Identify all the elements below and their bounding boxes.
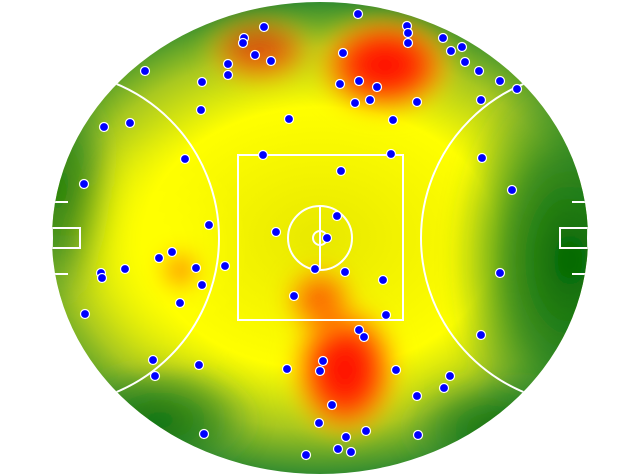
point bbox=[124, 117, 136, 129]
point bbox=[511, 83, 523, 95]
point bbox=[411, 96, 423, 108]
point bbox=[456, 41, 468, 53]
point bbox=[309, 263, 321, 275]
point bbox=[98, 121, 110, 133]
point bbox=[317, 355, 329, 367]
point bbox=[222, 58, 234, 70]
point bbox=[314, 365, 326, 377]
point bbox=[402, 27, 414, 39]
point bbox=[153, 252, 165, 264]
point bbox=[321, 232, 333, 244]
point bbox=[402, 37, 414, 49]
point bbox=[475, 329, 487, 341]
point bbox=[340, 431, 352, 443]
point bbox=[349, 97, 361, 109]
point bbox=[313, 417, 325, 429]
point bbox=[444, 370, 456, 382]
point bbox=[79, 308, 91, 320]
point bbox=[179, 153, 191, 165]
point bbox=[494, 75, 506, 87]
point bbox=[195, 104, 207, 116]
point bbox=[476, 152, 488, 164]
point bbox=[190, 262, 202, 274]
point bbox=[345, 446, 357, 458]
point bbox=[96, 272, 108, 284]
point bbox=[437, 32, 449, 44]
point bbox=[387, 114, 399, 126]
point bbox=[339, 266, 351, 278]
point bbox=[193, 359, 205, 371]
point bbox=[219, 260, 231, 272]
point bbox=[196, 76, 208, 88]
point bbox=[494, 267, 506, 279]
point bbox=[506, 184, 518, 196]
point bbox=[258, 21, 270, 33]
point bbox=[237, 37, 249, 49]
point bbox=[380, 309, 392, 321]
point bbox=[475, 94, 487, 106]
point bbox=[265, 55, 277, 67]
point bbox=[174, 297, 186, 309]
point bbox=[139, 65, 151, 77]
point bbox=[119, 263, 131, 275]
point bbox=[198, 428, 210, 440]
point bbox=[196, 279, 208, 291]
points bbox=[78, 8, 523, 461]
point bbox=[270, 226, 282, 238]
point bbox=[412, 429, 424, 441]
point bbox=[371, 81, 383, 93]
point bbox=[364, 94, 376, 106]
point bbox=[147, 354, 159, 366]
point bbox=[78, 178, 90, 190]
point bbox=[166, 246, 178, 258]
point bbox=[390, 364, 402, 376]
point bbox=[149, 370, 161, 382]
point bbox=[445, 45, 457, 57]
point bbox=[203, 219, 215, 231]
point bbox=[249, 49, 261, 61]
point bbox=[288, 290, 300, 302]
point bbox=[281, 363, 293, 375]
point bbox=[222, 69, 234, 81]
point bbox=[352, 8, 364, 20]
point bbox=[335, 165, 347, 177]
point bbox=[337, 47, 349, 59]
point bbox=[360, 425, 372, 437]
point bbox=[331, 210, 343, 222]
point bbox=[326, 399, 338, 411]
point bbox=[473, 65, 485, 77]
point bbox=[385, 148, 397, 160]
point bbox=[334, 78, 346, 90]
point bbox=[283, 113, 295, 125]
point bbox=[257, 149, 269, 161]
point bbox=[332, 443, 344, 455]
point bbox=[411, 390, 423, 402]
point bbox=[377, 274, 389, 286]
point bbox=[353, 324, 365, 336]
point bbox=[358, 331, 370, 343]
point bbox=[353, 75, 365, 87]
point bbox=[459, 56, 471, 68]
field-lines bbox=[52, 70, 588, 406]
point bbox=[438, 382, 450, 394]
point bbox=[300, 449, 312, 461]
